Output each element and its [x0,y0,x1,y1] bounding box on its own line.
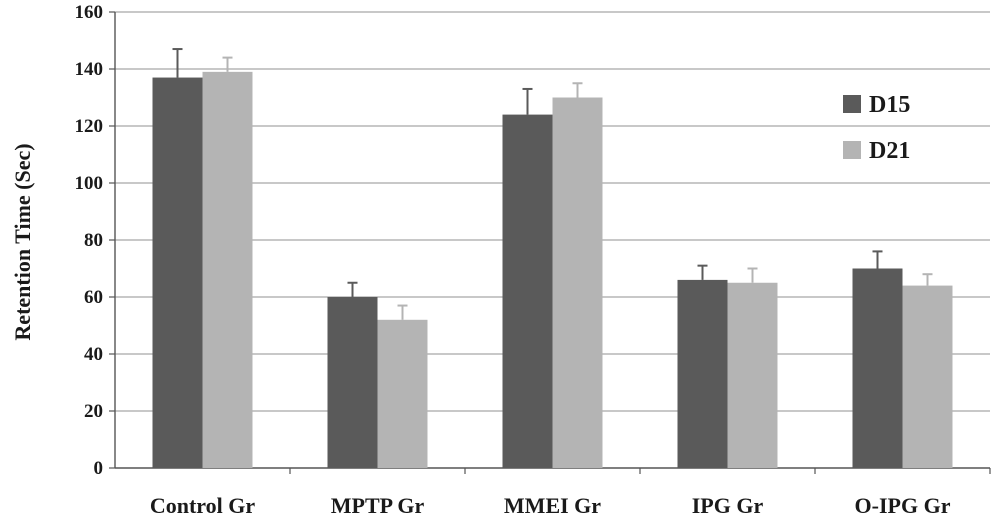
y-tick-label: 160 [75,2,104,23]
y-tick-label: 0 [94,458,104,479]
error-bars [172,48,933,320]
y-tick-label: 120 [75,116,104,137]
y-tick-label: 140 [75,59,104,80]
y-tick-label: 100 [75,173,104,194]
legend-label-d15: D15 [869,92,910,118]
legend: D15 D21 [843,92,910,164]
legend-swatch-d15 [843,95,861,113]
y-tick-label: 20 [84,401,103,422]
bar-d21-3 [727,282,778,468]
x-category-label: IPG Gr [692,493,764,518]
bar-d15-0 [152,77,203,469]
legend-swatch-d21 [843,141,861,159]
x-category-label: MPTP Gr [331,493,425,518]
labels: 0 20 40 60 80 100 120 140 160 Control Gr MPTP Gr MM… [75,2,951,518]
bar-d21-0 [202,71,253,468]
bar-d21-4 [902,285,953,468]
bar-d15-1 [327,297,378,468]
y-axis-title: Retention Time (Sec) [10,143,35,340]
bar-d15-2 [502,114,553,468]
y-tick-label: 60 [84,287,103,308]
legend-label-d21: D21 [869,138,910,164]
bar-d15-4 [852,268,903,468]
x-category-label: O-IPG Gr [855,493,951,518]
bar-d21-1 [377,319,428,468]
y-tick-label: 40 [84,344,103,365]
bar-d21-2 [552,97,603,468]
x-category-label: MMEI Gr [504,493,601,518]
bar-d15-3 [677,279,728,468]
bars [152,71,953,469]
y-tick-label: 80 [84,230,103,251]
x-category-label: Control Gr [150,493,256,518]
